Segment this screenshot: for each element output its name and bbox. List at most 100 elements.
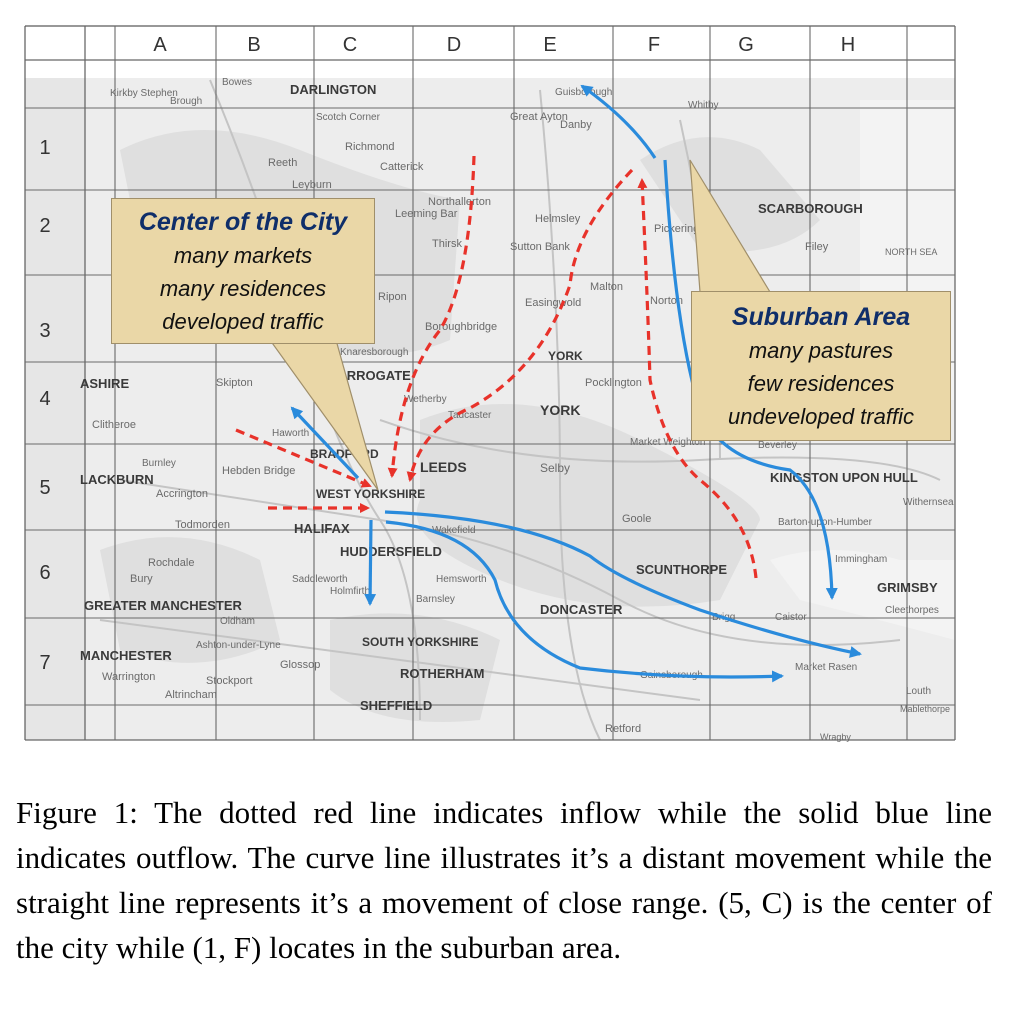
place-filey: Filey — [805, 241, 829, 253]
place-skipton: Skipton — [216, 377, 253, 389]
place-knaresborough: Knaresborough — [340, 347, 408, 358]
place-wragby: Wragby — [820, 732, 851, 742]
place-barton: Barton-upon-Humber — [778, 517, 873, 528]
place-huddersfield: HUDDERSFIELD — [340, 544, 442, 559]
place-sheffield: SHEFFIELD — [360, 698, 432, 713]
place-leeming-bar: Leeming Bar — [395, 208, 458, 220]
place-manchester: MANCHESTER — [80, 648, 172, 663]
place-stockport: Stockport — [206, 675, 252, 687]
inflow-arrows — [235, 155, 758, 579]
place-saddleworth: Saddleworth — [292, 574, 348, 585]
place-boroughbridge: Boroughbridge — [425, 321, 497, 333]
suburban-callout-title: Suburban Area — [731, 303, 911, 331]
center-callout-title: Center of the City — [138, 208, 348, 236]
center-callout-line: many residences — [159, 276, 327, 301]
place-blackburn: LACKBURN — [80, 472, 154, 487]
column-label-f: F — [648, 34, 660, 56]
outflow-arrow-curve-south — [385, 520, 784, 683]
center-callout-line: developed traffic — [162, 309, 324, 334]
place-immingham: Immingham — [835, 554, 887, 565]
place-york-small: YORK — [548, 349, 583, 363]
place-mablethorpe: Mablethorpe — [900, 704, 950, 714]
place-retford: Retford — [605, 723, 641, 735]
place-ashton: Ashton-under-Lyne — [196, 640, 281, 651]
row-label-6: 6 — [39, 562, 50, 584]
place-wetherby: Wetherby — [404, 394, 447, 405]
place-hemsworth: Hemsworth — [436, 574, 487, 585]
figure-caption: Figure 1: The dotted red line indicates … — [16, 795, 992, 965]
place-pickering: Pickering — [654, 223, 699, 235]
suburban-area-callout: Suburban Area many pastures few residenc… — [691, 291, 951, 441]
place-whitby: Whitby — [688, 100, 719, 111]
place-north-sea: NORTH SEA — [885, 247, 937, 257]
place-cleethorpes: Cleethorpes — [885, 605, 939, 616]
column-label-c: C — [343, 34, 357, 56]
place-grimsby: GRIMSBY — [877, 580, 938, 595]
place-lancashire: ASHIRE — [80, 376, 129, 391]
outflow-arrow-curve-north — [580, 84, 657, 159]
outflow-arrow-straight-northwest — [290, 406, 360, 480]
suburban-callout-line: few residences — [747, 371, 895, 396]
place-sutton-bank: Sutton Bank — [510, 241, 570, 253]
place-goole: Goole — [622, 513, 651, 525]
place-caistor: Caistor — [775, 612, 807, 623]
place-ripon: Ripon — [378, 291, 407, 303]
place-thirsk: Thirsk — [432, 238, 462, 250]
row-label-1: 1 — [39, 137, 50, 159]
place-halifax: HALIFAX — [294, 521, 350, 536]
place-clitheroe: Clitheroe — [92, 419, 136, 431]
grid-map-figure: A B C D E F G H 1 2 3 4 5 6 7 DARLINGTON Kirkby Steph… — [24, 25, 956, 742]
place-northallerton: Northallerton — [428, 196, 491, 208]
inflow-arrow-curve-east — [637, 178, 758, 579]
row-label-3: 3 — [39, 320, 50, 342]
inflow-arrow-curve-north — [387, 155, 476, 478]
place-york: YORK — [540, 402, 580, 418]
place-withernsea: Withernsea — [903, 497, 954, 508]
suburban-callout-line: many pastures — [748, 338, 894, 363]
place-accrington: Accrington — [156, 488, 208, 500]
place-doncaster: DONCASTER — [540, 602, 623, 617]
column-label-b: B — [247, 34, 260, 56]
place-easingwold: Easingwold — [525, 297, 581, 309]
place-danby: Danby — [560, 119, 592, 131]
place-rotherham: ROTHERHAM — [400, 666, 485, 681]
place-oldham: Oldham — [220, 616, 255, 627]
place-kirkby-stephen: Kirkby Stephen — [110, 88, 178, 99]
place-pocklington: Pocklington — [585, 377, 642, 389]
column-label-h: H — [841, 34, 855, 56]
row-label-7: 7 — [39, 652, 50, 674]
place-west-yorkshire: WEST YORKSHIRE — [316, 487, 425, 501]
place-richmond: Richmond — [345, 141, 395, 153]
place-beverley: Beverley — [758, 440, 797, 451]
place-burnley: Burnley — [142, 458, 176, 469]
place-hebden-bridge: Hebden Bridge — [222, 465, 295, 477]
place-catterick: Catterick — [380, 161, 424, 173]
map: A B C D E F G H 1 2 3 4 5 6 7 DARLINGTON Kirkby Steph… — [24, 25, 956, 742]
column-label-e: E — [543, 34, 556, 56]
place-leeds: LEEDS — [420, 459, 467, 475]
column-label-d: D — [447, 34, 461, 56]
suburban-callout-line: undeveloped traffic — [728, 404, 914, 429]
place-rochdale: Rochdale — [148, 557, 194, 569]
outflow-arrow-straight-south — [364, 519, 377, 606]
place-kingston-upon-hull: KINGSTON UPON HULL — [770, 470, 918, 485]
place-norton: Norton — [650, 295, 683, 307]
inflow-arrow-curve-northeast — [406, 168, 634, 482]
place-altrincham: Altrincham — [165, 689, 217, 701]
place-helmsley: Helmsley — [535, 213, 581, 225]
place-todmorden: Todmorden — [175, 519, 230, 531]
column-label-g: G — [738, 34, 754, 56]
inflow-arrow-straight-northwest — [235, 428, 372, 488]
center-callout-line: many markets — [173, 243, 313, 268]
place-barnsley: Barnsley — [416, 594, 455, 605]
place-glossop: Glossop — [280, 659, 320, 671]
place-harrogate: HARROGATE — [328, 368, 411, 383]
place-leyburn: Leyburn — [292, 179, 332, 191]
place-scotch-corner: Scotch Corner — [316, 112, 381, 123]
place-brough: Brough — [170, 96, 202, 107]
row-label-2: 2 — [39, 215, 50, 237]
place-darlington: DARLINGTON — [290, 82, 376, 97]
place-bury: Bury — [130, 573, 153, 585]
place-tadcaster: Tadcaster — [448, 410, 492, 421]
place-south-yorkshire: SOUTH YORKSHIRE — [362, 635, 478, 649]
